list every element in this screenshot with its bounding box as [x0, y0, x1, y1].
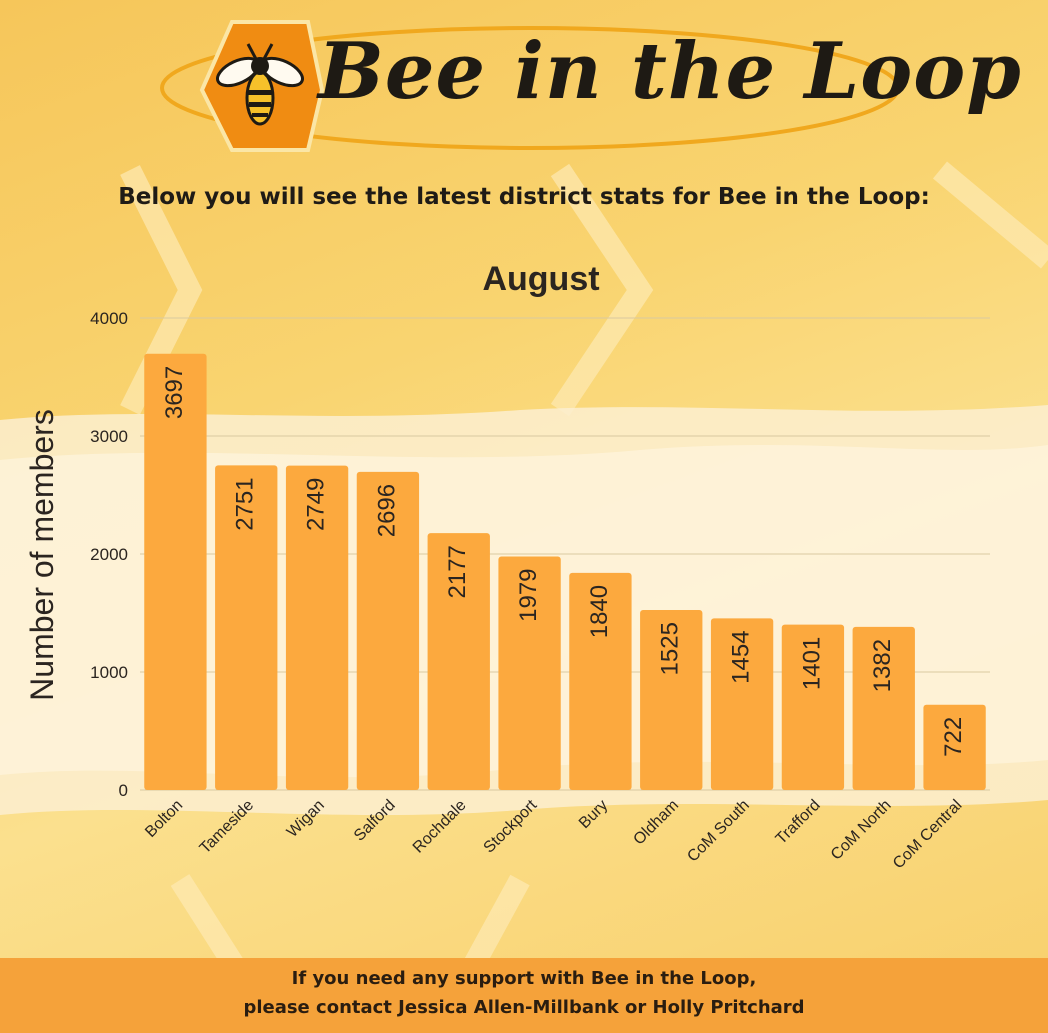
data-label: 1525 [657, 622, 684, 675]
x-axis: Bolton Tameside Wigan Salford Rochdale Stockp… [142, 796, 965, 872]
bar-stockport [498, 556, 561, 790]
bar-salford [356, 471, 420, 790]
footer-line-1: If you need any support with Bee in the … [291, 968, 757, 989]
y-tick-label: 4000 [90, 309, 128, 328]
y-tick-label: 3000 [90, 427, 128, 446]
y-tick-label: 2000 [90, 545, 128, 564]
bar-com-central [923, 704, 986, 790]
bar-com-north [852, 626, 915, 790]
data-label: 2751 [232, 477, 259, 530]
chart-title: August [482, 260, 599, 298]
data-label: 2696 [373, 484, 400, 537]
logo-text: Bee in the Loop [318, 26, 1022, 117]
x-tick-label: Wigan [284, 797, 328, 841]
x-tick-label: Bolton [142, 797, 186, 841]
x-tick-label: Salford [351, 797, 399, 845]
footer-line-2: please contact Jessica Allen-Millbank or… [243, 997, 805, 1018]
x-tick-label: Oldham [630, 797, 682, 849]
grid [140, 317, 990, 791]
y-tick-label: 1000 [90, 663, 128, 682]
x-tick-label: Trafford [773, 797, 824, 848]
bar-tameside [215, 465, 278, 790]
logo [160, 20, 900, 152]
x-tick-label: Rochdale [410, 797, 470, 857]
bar-rochdale [427, 533, 490, 790]
x-tick-label: CoM North [828, 797, 895, 864]
bar-com-south [710, 618, 774, 790]
data-label: 722 [940, 717, 967, 757]
data-label: 3697 [161, 366, 188, 419]
header: Bee in the Loop [0, 0, 1048, 170]
x-tick-label: CoM Central [890, 797, 966, 873]
y-tick-label: 0 [119, 781, 128, 800]
y-axis-label: Number of members [24, 409, 60, 701]
data-label: 2177 [444, 545, 471, 598]
page-subtitle: Below you will see the latest district s… [118, 184, 930, 210]
bar-wigan [285, 465, 349, 790]
data-label: 1454 [727, 630, 754, 683]
y-axis: 0 1000 2000 3000 4000 [90, 309, 128, 800]
data-label: 1979 [515, 568, 542, 621]
data-label: 1401 [798, 637, 825, 690]
footer: If you need any support with Bee in the … [0, 958, 1048, 1033]
bar-bolton [144, 353, 207, 790]
bar-oldham [640, 610, 703, 790]
data-label: 1382 [869, 639, 896, 692]
bar-bury [569, 572, 632, 790]
data-label: 1840 [586, 585, 613, 638]
bars: 3697 2751 2749 2696 2177 1979 1840 1525 1454 1401… [144, 353, 986, 790]
x-tick-label: CoM South [684, 797, 753, 866]
bar-chart: August Number of members 0 1000 2000 3000 40… [24, 260, 990, 872]
x-tick-label: Tameside [197, 797, 258, 858]
x-tick-label: Bury [576, 797, 611, 832]
x-tick-label: Stockport [481, 796, 541, 856]
bee-icon [216, 43, 304, 126]
data-label: 2749 [302, 478, 329, 531]
bar-trafford [781, 624, 845, 790]
